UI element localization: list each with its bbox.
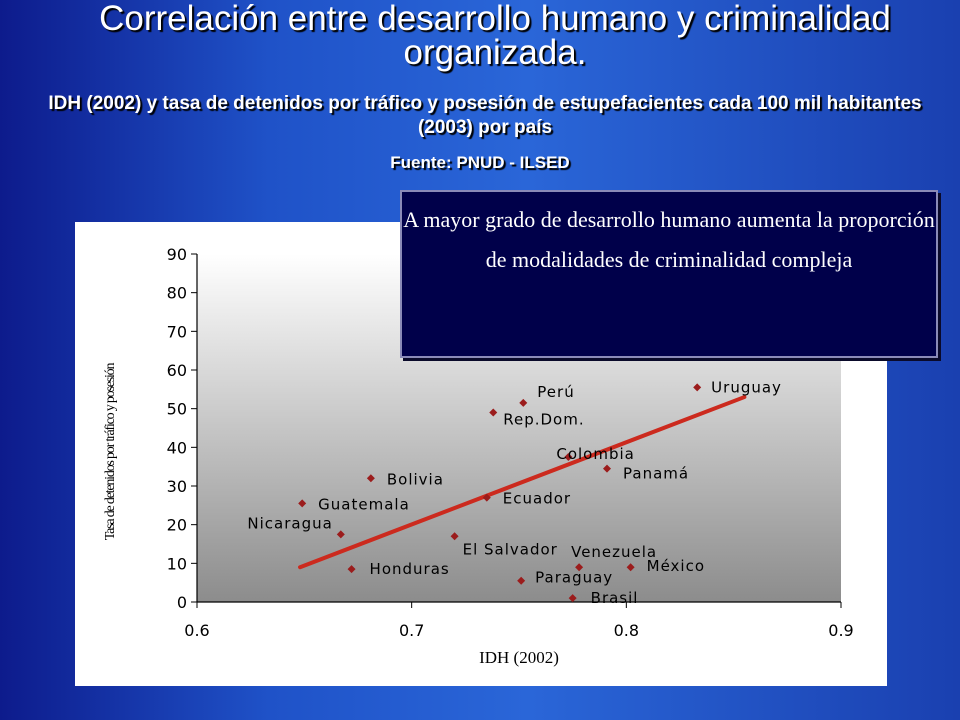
- data-point: [568, 594, 577, 603]
- x-tick-label: 0.8: [614, 621, 639, 640]
- point-label: Honduras: [370, 560, 450, 578]
- y-tick-label: 80: [167, 284, 187, 303]
- point-label: México: [647, 557, 705, 575]
- point-label: Bolivia: [387, 470, 444, 488]
- point-label: Venezuela: [571, 543, 657, 561]
- y-tick-label: 40: [167, 438, 187, 457]
- y-tick-label: 70: [167, 322, 187, 341]
- point-label: Paraguay: [535, 569, 613, 587]
- data-point: [564, 453, 573, 461]
- data-point: [519, 398, 528, 407]
- data-point: [517, 576, 526, 585]
- y-tick-label: 50: [167, 400, 187, 419]
- data-point: [366, 474, 375, 483]
- y-tick-label: 20: [167, 516, 187, 535]
- point-label: Ecuador: [503, 490, 571, 508]
- callout-box: A mayor grado de desarrollo humano aumen…: [400, 190, 938, 358]
- y-tick-label: 10: [167, 554, 187, 573]
- data-point: [575, 563, 584, 572]
- x-tick-label: 0.7: [399, 621, 424, 640]
- y-axis-label: Tasa de detenidos por tráfico y posesión: [103, 363, 118, 541]
- x-tick-label: 0.6: [184, 621, 209, 640]
- x-axis-label: IDH (2002): [479, 648, 559, 667]
- point-label: Perú: [537, 383, 574, 401]
- y-tick-label: 30: [167, 477, 187, 496]
- point-label: Brasil: [591, 589, 639, 607]
- point-label: Rep.Dom.: [503, 411, 584, 429]
- trendline: [298, 395, 747, 570]
- point-label: Colombia: [556, 445, 635, 463]
- data-point: [450, 532, 459, 541]
- point-label: Nicaragua: [247, 514, 332, 532]
- data-point: [298, 499, 307, 508]
- data-point: [603, 464, 612, 473]
- source-note: Fuente: PNUD - ILSED: [390, 153, 570, 172]
- data-point: [347, 565, 356, 574]
- chart-subtitle: IDH (2002) y tasa de detenidos por tráfi…: [48, 93, 922, 138]
- y-tick-label: 0: [177, 593, 187, 612]
- point-label: El Salvador: [463, 540, 558, 558]
- data-point: [626, 563, 635, 572]
- data-point: [489, 408, 498, 417]
- data-point: [336, 530, 345, 539]
- data-point: [482, 493, 491, 502]
- y-tick-label: 60: [167, 361, 187, 380]
- point-label: Guatemala: [318, 495, 410, 513]
- point-label: Uruguay: [711, 378, 782, 396]
- y-tick-label: 90: [167, 245, 187, 264]
- data-point: [693, 383, 702, 392]
- x-tick-label: 0.9: [828, 621, 853, 640]
- point-label: Panamá: [623, 465, 689, 483]
- slide-title: Correlación entre desarrollo humano y cr…: [99, 0, 891, 72]
